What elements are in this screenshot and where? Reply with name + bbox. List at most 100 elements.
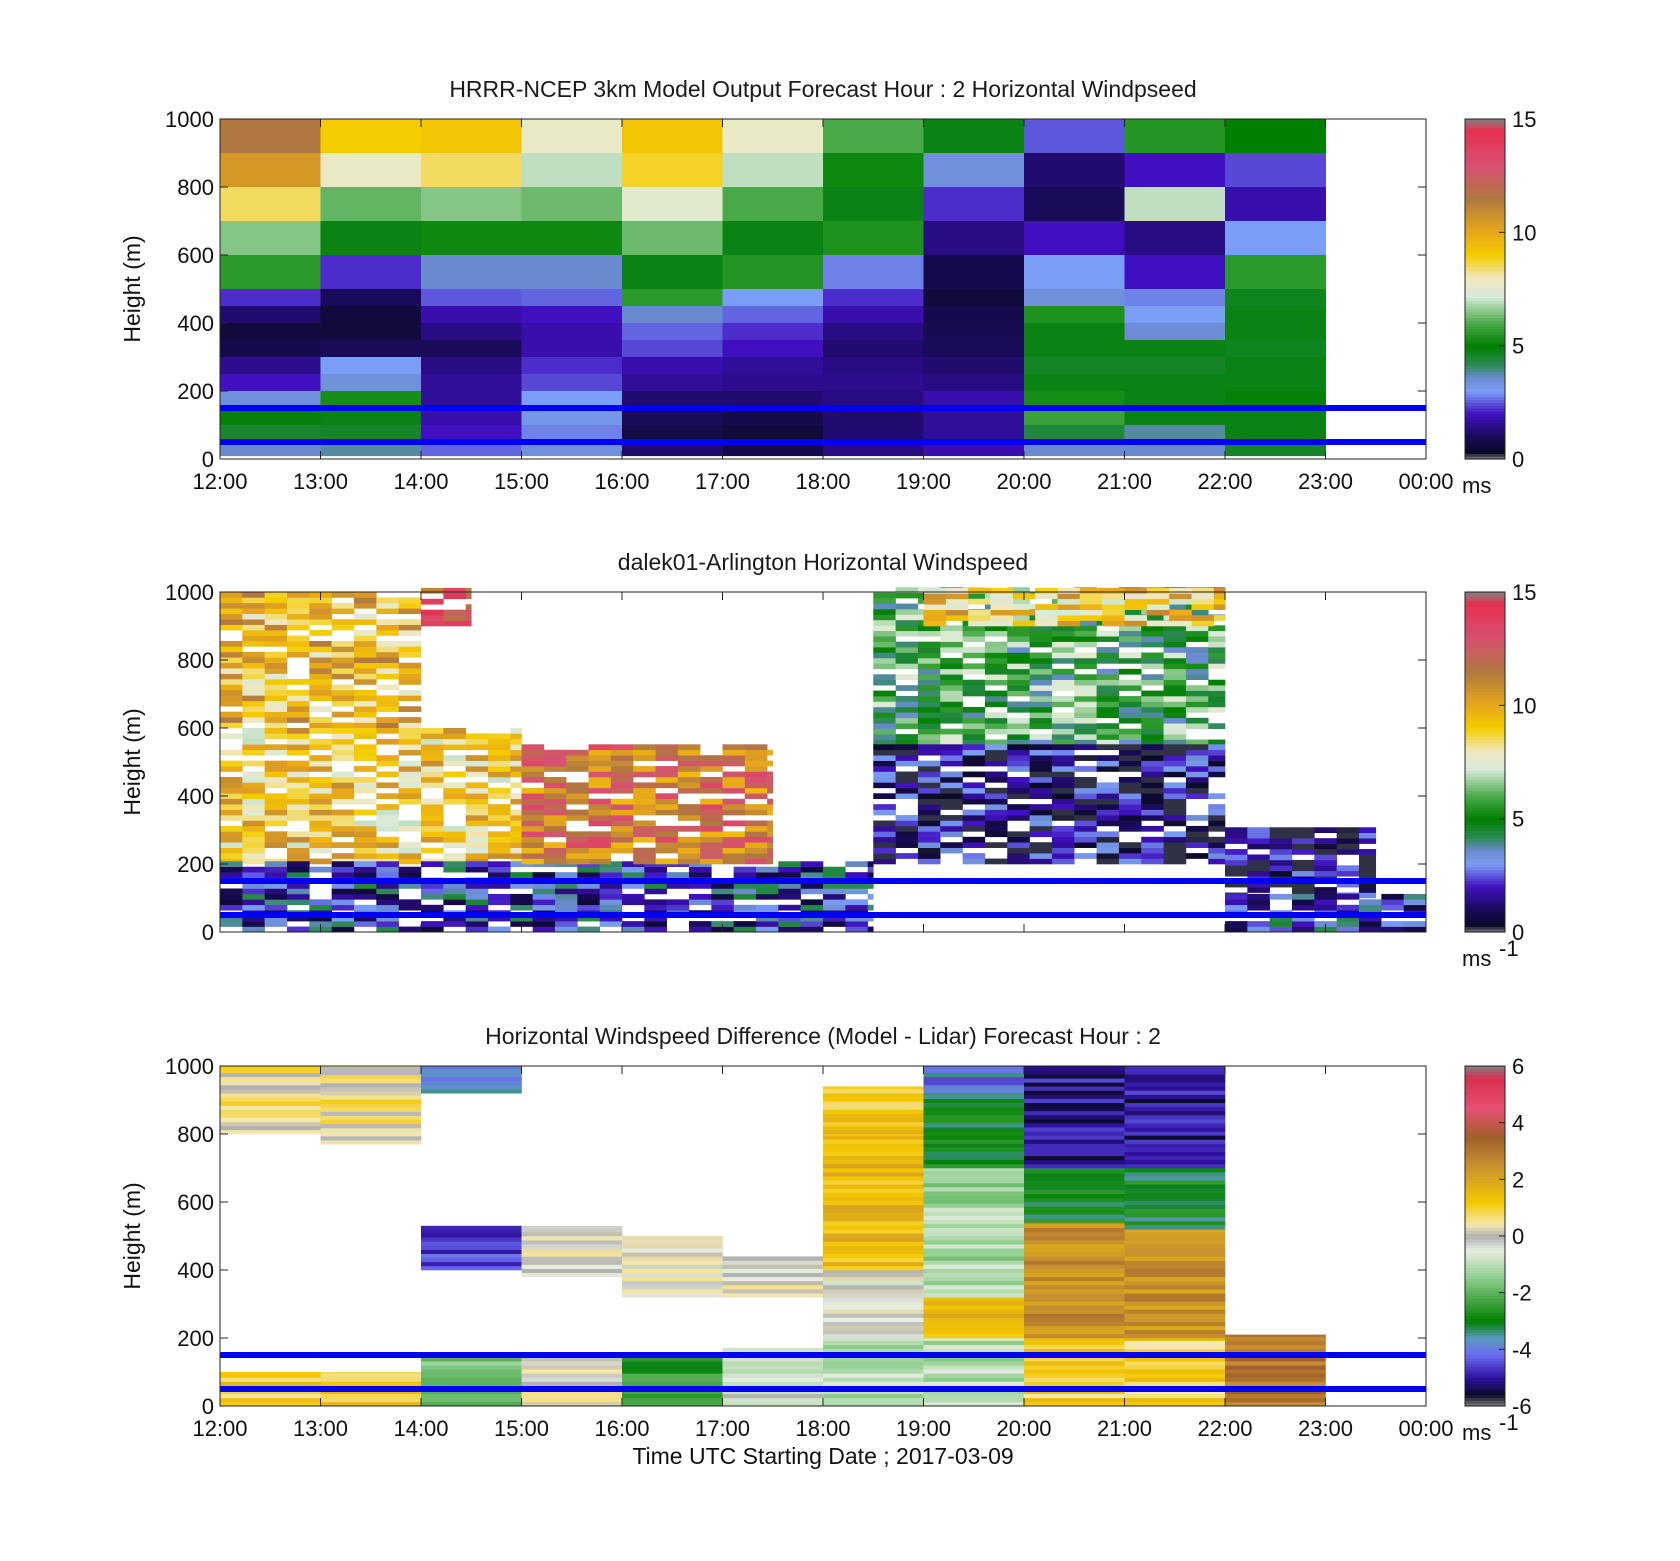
heatmap-cell [722,804,746,810]
heatmap-cell [1247,893,1270,900]
heatmap-cell [421,883,444,889]
heatmap-cell [1029,755,1053,761]
heatmap-cell [1225,357,1326,375]
heatmap-cell [923,587,947,594]
heatmap-cell [1124,1236,1226,1241]
heatmap-cell [287,771,310,778]
heatmap-cell [873,771,896,778]
heatmap-cell [1124,1078,1226,1083]
heatmap-cell [823,391,924,409]
heatmap-cell [756,926,779,933]
colorbar-segment [1465,1190,1505,1195]
heatmap-cell [1124,1221,1226,1226]
y-tick-label: 200 [177,379,214,404]
heatmap-cell [220,662,243,669]
heatmap-cell [923,1231,1025,1237]
heatmap-cell [309,640,332,647]
colorbar-segment [1465,246,1505,250]
heatmap-cell [1225,442,1326,457]
heatmap-cell [1024,1373,1125,1378]
heatmap-cell [543,793,567,800]
heatmap-cell [220,1101,321,1106]
heatmap-cell [220,119,321,154]
heatmap-cell [945,598,969,605]
heatmap-cell [1185,825,1209,832]
heatmap-cell [1007,652,1030,659]
heatmap-cell [220,689,243,696]
heatmap-cell [1124,1305,1226,1310]
colorbar-segment [1465,430,1505,435]
heatmap-cell [354,842,377,848]
heatmap-cell [873,776,896,783]
colorbar-segment [1465,218,1505,222]
heatmap-cell [1292,904,1315,911]
heatmap-cell [398,619,422,625]
heatmap-cell [867,893,874,900]
heatmap-cell [722,357,824,375]
heatmap-cell [1163,652,1187,659]
heatmap-cell [443,836,466,843]
heatmap-cell [309,782,332,789]
heatmap-cell [923,1373,1025,1378]
colorbar-segment [1465,634,1505,638]
colorbar-segment [1465,770,1505,774]
colorbar-segment [1465,444,1505,449]
colorbar-segment [1465,685,1505,689]
heatmap-cell [1292,838,1315,844]
heatmap-cell [895,647,919,653]
heatmap-cell [923,255,1025,290]
colorbar-segment [1465,600,1505,604]
heatmap-cell [655,804,679,810]
heatmap-cell [287,651,310,658]
heatmap-cell [1035,620,1058,627]
heatmap-cell [1124,442,1226,457]
heatmap-cell [220,684,243,691]
heatmap-cell [1007,587,1030,593]
heatmap-cell [354,798,377,805]
heatmap-cell [577,893,600,900]
heatmap-cell [421,766,444,772]
heatmap-cell [873,657,896,664]
colorbar-segment [1465,858,1505,862]
colorbar-segment [1465,1122,1505,1127]
heatmap-cell [622,1240,723,1245]
heatmap-cell [962,663,986,670]
colorbar-segment [1465,784,1505,789]
heatmap-cell [309,613,332,620]
heatmap-cell [421,615,444,621]
heatmap-cell [940,744,963,751]
heatmap-cell [1024,1163,1125,1169]
heatmap-cell [873,598,896,604]
heatmap-cell [1051,717,1075,724]
heatmap-cell [990,609,1014,616]
heatmap-cell [309,825,332,832]
heatmap-cell [722,798,746,805]
heatmap-cell [1269,838,1293,844]
colorbar-unit-exponent: -1 [1499,1410,1519,1435]
heatmap-cell [398,872,422,878]
heatmap-cell [264,706,288,712]
heatmap-cell [700,842,723,848]
heatmap-cell [722,408,824,426]
heatmap-cell [331,722,355,729]
colorbar-segment [1465,841,1505,845]
heatmap-cell [543,787,567,794]
heatmap-cell [823,1121,924,1127]
heatmap-cell [700,804,723,810]
heatmap-cell [555,926,578,933]
heatmap-cell [1007,847,1030,854]
heatmap-cell [1163,842,1187,848]
heatmap-cell [510,836,522,843]
heatmap-cell [1124,1110,1226,1116]
heatmap-cell [655,749,679,756]
chart-title: dalek01-Arlington Horizontal Windspeed [618,549,1028,575]
heatmap-cell [309,798,332,805]
heatmap-cell [1057,587,1081,594]
heatmap-cell [588,787,612,794]
heatmap-cell [744,760,768,767]
heatmap-cell [644,915,667,922]
heatmap-cell [895,744,919,751]
colorbar-segment [1465,164,1505,168]
heatmap-cell [962,760,986,767]
